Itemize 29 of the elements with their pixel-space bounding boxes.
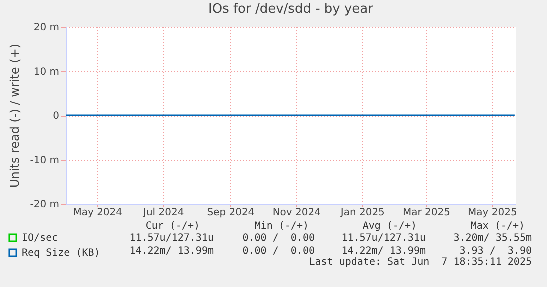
x-tick-label: Mar 2025 (402, 208, 450, 218)
y-tick-label: -20 m (30, 200, 60, 210)
text: 3.93 / 3.90 (460, 246, 532, 256)
text: 0.00 / 0.00 (242, 233, 315, 244)
x-tick-label: May 2025 (468, 208, 518, 218)
text: Max (-/+) (470, 221, 525, 232)
text: 11.57u/127.31u (342, 233, 426, 244)
text: 3.20m/ 35.55m (454, 233, 532, 244)
x-tick-label: Jul 2024 (142, 208, 184, 218)
text: Avg (-/+) (362, 221, 417, 232)
text: 0.00 / 0.00 (242, 246, 315, 256)
chart-title: IOs for /dev/sdd - by year (208, 2, 374, 17)
x-tick-label: May 2024 (73, 208, 123, 218)
x-tick-label: Nov 2024 (272, 208, 321, 218)
text: Min (-/+) (254, 221, 309, 232)
y-tick-label: 20 m (34, 22, 60, 34)
x-tick-label: Jan 2025 (340, 208, 385, 218)
text: Last update: Sat Jun 7 18:35:11 2025 (309, 257, 532, 268)
text: 14.22m/ 13.99m (130, 246, 214, 256)
y-tick-label: 0 (53, 111, 60, 122)
text: Cur (-/+) (146, 221, 200, 232)
y-tick-label: -10 m (30, 155, 60, 166)
legend-label: IO/sec (22, 233, 58, 244)
text: 11.57u/127.31u (130, 233, 214, 244)
text: 14.22m/ 13.99m (342, 246, 426, 256)
y-axis-title: Units read (-) / write (+) (8, 44, 22, 188)
y-tick-label: 10 m (34, 66, 60, 78)
legend-label: Req Size (KB) (22, 248, 100, 259)
x-tick-label: Sep 2024 (207, 208, 255, 218)
